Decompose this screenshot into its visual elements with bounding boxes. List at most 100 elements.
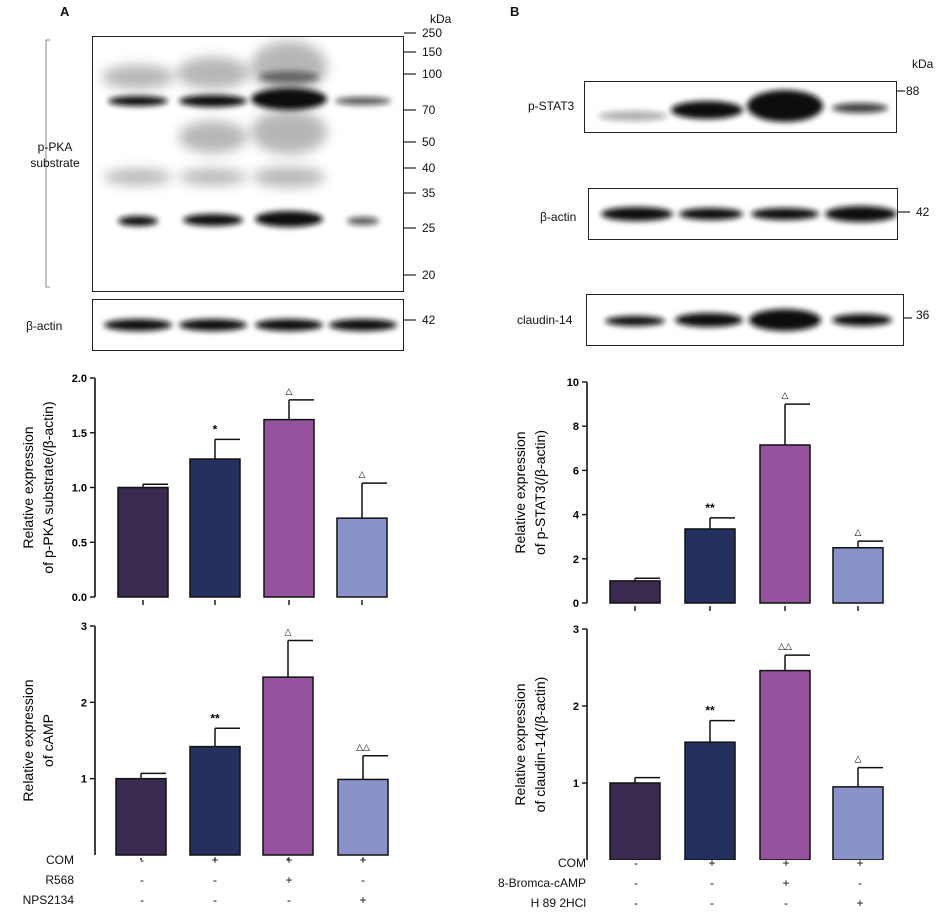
treatment-sign: - [634, 896, 638, 910]
marker-250: 250 [422, 26, 443, 40]
blot-a-graphics [45, 32, 416, 321]
bar-4 [336, 517, 388, 598]
significance-mark: △ [782, 390, 789, 400]
bar-4 [832, 547, 884, 604]
y-axis-label: of cAMP [40, 714, 56, 767]
blot-p-pka-bands [102, 41, 391, 227]
treatment-sign: - [140, 893, 144, 907]
y-axis-label: Relative expression [512, 431, 528, 553]
marker-40: 40 [422, 161, 436, 175]
y-tick-label: 1 [81, 774, 87, 786]
blot-p-stat3-bands [599, 90, 888, 122]
significance-mark: * [213, 422, 218, 436]
bar-1 [115, 777, 167, 856]
blot-claudin-14-bands [605, 309, 892, 331]
treatment-sign: - [710, 896, 714, 910]
p-stat3-label: p-STAT3 [528, 99, 575, 113]
blot-p-stat3 [584, 81, 897, 133]
bar-1 [609, 580, 661, 604]
y-tick-label: 0.0 [72, 592, 87, 604]
treatment-sign: + [856, 896, 864, 910]
claudin-14-label: claudin-14 [517, 313, 573, 327]
y-tick-label: 1.0 [72, 483, 87, 495]
kda-title-b: kDa [912, 57, 934, 71]
significance-mark: ** [210, 711, 220, 725]
treatment-sign: - [213, 893, 217, 907]
treatment-sign: - [710, 876, 714, 890]
marker-100: 100 [422, 67, 443, 81]
y-tick-label: 4 [573, 510, 580, 522]
marker-70: 70 [422, 103, 436, 117]
p-stat3-marker: 88 [906, 84, 920, 98]
bar-1 [117, 486, 169, 598]
treatment-sign: + [359, 893, 367, 907]
bar-3 [262, 676, 314, 856]
blot-claudin-14 [586, 294, 904, 346]
treatment-sign: + [782, 856, 790, 870]
panel-label-a: A [60, 4, 70, 19]
actin-label-b: β-actin [540, 210, 577, 224]
bar-3 [759, 669, 811, 860]
actin-marker-a: 42 [422, 313, 436, 327]
chart-a-top: 0.0 0.5 1.0 1.5 2.0 Relative expression of p-P… [20, 373, 388, 605]
treatment-sign: + [782, 876, 790, 890]
y-axis-label: of p-PKA substrate(/β-actin) [40, 401, 56, 573]
y-tick-label: 2 [573, 701, 579, 713]
y-tick-label: 3 [573, 624, 579, 636]
chart-b-top: 0 2 4 6 8 10 Relative expression of p-STAT3(/β-… [512, 377, 884, 611]
marker-25: 25 [422, 221, 436, 235]
marker-150: 150 [422, 45, 443, 59]
blot-actin-b-bands [601, 206, 897, 222]
treatment-sign: - [784, 896, 788, 910]
y-axis-label: of p-STAT3(/β-actin) [532, 430, 548, 555]
blot-actin-b [588, 188, 898, 240]
treatment-sign: - [140, 873, 144, 887]
bar-2 [684, 528, 736, 604]
treatment-sign: - [858, 876, 862, 890]
treatment-sign: + [708, 856, 716, 870]
bar-2 [189, 745, 241, 856]
treatment-label: NPS2134 [22, 893, 74, 907]
significance-mark: △ [855, 754, 862, 764]
y-axis-label: Relative expression [20, 426, 36, 548]
treatment-sign: - [287, 893, 291, 907]
actin-label-a: β-actin [26, 319, 63, 333]
bar-2 [189, 458, 241, 598]
treatment-label: R568 [45, 873, 74, 887]
y-tick-label: 0.5 [72, 537, 87, 549]
treatment-label: COM [558, 856, 586, 870]
bar-3 [263, 418, 315, 598]
y-tick-label: 0 [573, 598, 579, 610]
treatment-sign: + [211, 853, 219, 867]
chart-b-bottom: 1 2 3 Relative expression of claudin-14(/β-a… [512, 624, 884, 860]
bar-4 [337, 778, 389, 856]
treatment-sign: - [634, 856, 638, 870]
bar-4 [832, 786, 884, 860]
blot-p-pka [92, 36, 404, 292]
y-tick-label: 8 [573, 421, 579, 433]
panel-label-b: B [510, 4, 520, 19]
significance-mark: △ [855, 527, 862, 537]
claudin-14-marker: 36 [916, 308, 930, 322]
y-axis-label: Relative expression [20, 679, 36, 801]
significance-mark: △ [359, 469, 366, 479]
kda-title-a: kDa [430, 12, 452, 26]
y-tick-label: 2 [573, 554, 579, 566]
significance-mark: △ [286, 386, 293, 396]
p-pka-bracket [45, 39, 50, 288]
significance-mark: △ [285, 627, 292, 637]
marker-20: 20 [422, 268, 436, 282]
y-tick-label: 1.5 [72, 428, 87, 440]
bar-2 [684, 741, 736, 860]
bar-1 [609, 782, 661, 860]
significance-mark: ** [705, 501, 715, 515]
treatment-sign: + [285, 873, 293, 887]
marker-ticks-a [404, 32, 416, 321]
significance-mark: △△ [778, 641, 792, 651]
significance-mark: ** [705, 704, 715, 718]
treatment-sign: - [213, 873, 217, 887]
y-tick-label: 3 [81, 621, 87, 633]
treatment-label: COM [46, 853, 74, 867]
y-tick-label: 10 [567, 377, 579, 389]
